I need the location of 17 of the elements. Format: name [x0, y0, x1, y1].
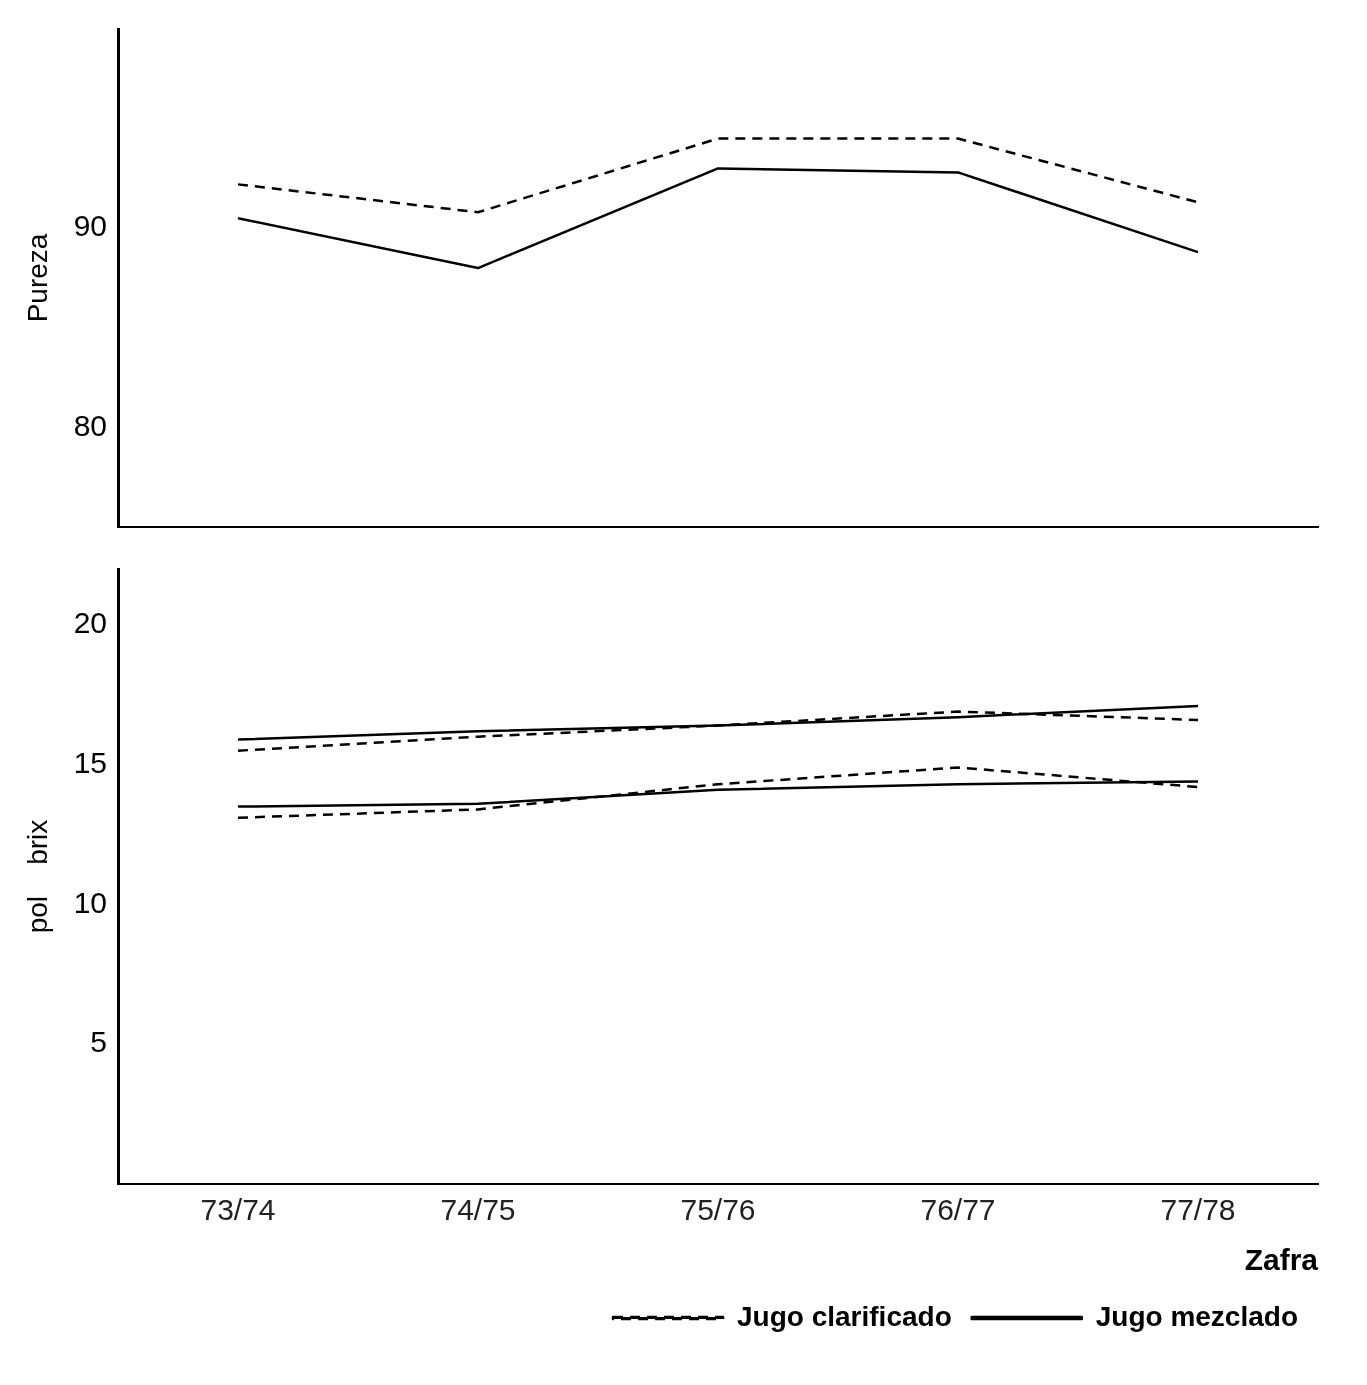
y-tick-label: 80 — [73, 408, 107, 442]
y-tick-label: 90 — [73, 209, 107, 243]
y-tick-label: 15 — [73, 745, 107, 779]
x-tick-label: 73/74 — [200, 1193, 276, 1227]
y-axis-title: Pureza — [21, 233, 53, 323]
legend-label: Jugo mezclado — [1095, 1300, 1298, 1332]
y-tick-label: 5 — [90, 1025, 107, 1059]
x-tick-label: 76/77 — [920, 1193, 996, 1227]
x-tick-label: 74/75 — [440, 1193, 516, 1227]
line-series — [236, 766, 1200, 820]
legend-label: Jugo clarificado — [737, 1300, 952, 1332]
x-tick-label: 75/76 — [680, 1193, 756, 1227]
y-tick-label: 10 — [73, 885, 107, 919]
y-axis-title: pol brix — [21, 819, 53, 934]
x-axis-title: Zafra — [1244, 1243, 1319, 1277]
y-tick-label: 20 — [73, 606, 107, 640]
x-tick-label: 77/78 — [1160, 1193, 1236, 1227]
